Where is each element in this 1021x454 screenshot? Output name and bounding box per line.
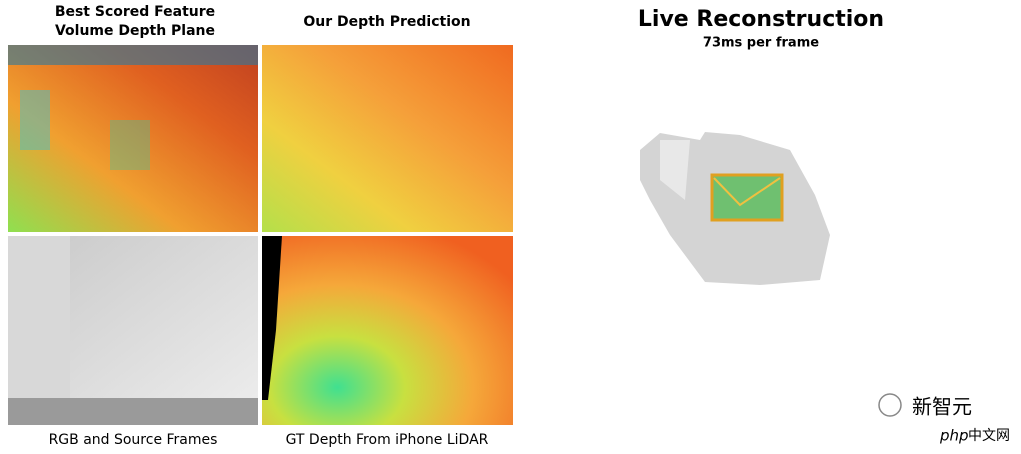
watermark-site-suffix: 中文网	[968, 428, 1010, 444]
prediction-panel	[262, 45, 513, 232]
rgb-panel	[8, 236, 258, 425]
panel-title: Our Depth Prediction	[303, 14, 470, 30]
panel-title: Volume Depth Plane	[55, 23, 215, 39]
panel-caption: GT Depth From iPhone LiDAR	[286, 432, 489, 448]
watermark: 新智元 php 中文网	[878, 393, 1010, 445]
panel-title: Best Scored Feature	[55, 4, 215, 20]
watermark-site: php	[939, 427, 969, 445]
reconstruction-title: Live Reconstruction	[638, 7, 884, 32]
watermark-brand: 新智元	[912, 395, 972, 419]
feature-volume-panel	[8, 45, 258, 232]
reconstruction-subtitle: 73ms per frame	[703, 36, 819, 51]
reconstruction-mesh	[640, 132, 830, 285]
gt-depth-panel	[262, 236, 513, 425]
panel-caption: RGB and Source Frames	[49, 432, 218, 448]
